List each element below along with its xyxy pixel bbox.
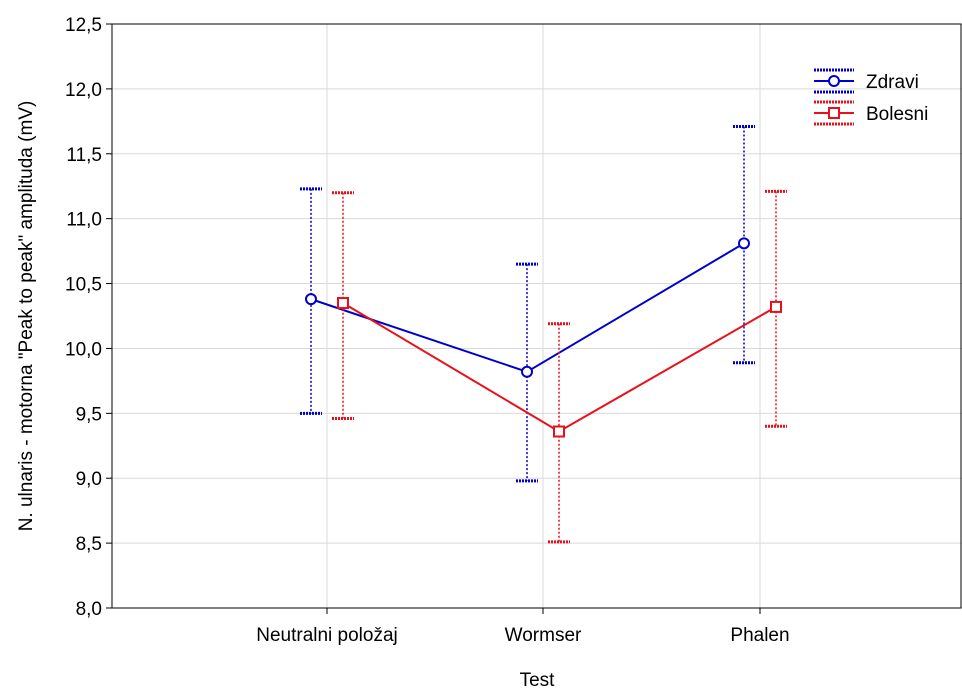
y-axis: 8,0 8,5 9,0 9,5 10,0 10,5 11,0 11,5 12,0 12,5 bbox=[65, 15, 112, 620]
y-axis-title: N. ulnaris - motorna "Peak to peak" ampl… bbox=[16, 101, 37, 532]
y-tick-label: 8,5 bbox=[76, 534, 102, 555]
x-tick-label: Wormser bbox=[505, 625, 582, 646]
y-tick-label: 12,0 bbox=[65, 80, 102, 101]
legend-item-bolesni: Bolesni bbox=[814, 100, 928, 126]
y-tick-label: 10,0 bbox=[65, 339, 102, 360]
y-tick-label: 12,5 bbox=[65, 15, 102, 36]
legend-label: Zdravi bbox=[866, 72, 919, 93]
data-point bbox=[770, 300, 782, 313]
y-tick-label: 11,5 bbox=[66, 145, 102, 166]
x-tick-label: Phalen bbox=[730, 625, 789, 646]
series-layer bbox=[300, 125, 787, 544]
y-tick-label: 11,0 bbox=[66, 210, 102, 231]
y-tick-label: 8,0 bbox=[76, 599, 102, 620]
x-tick-label: Neutralni položaj bbox=[256, 625, 398, 646]
series-bolesni bbox=[332, 189, 787, 544]
data-point bbox=[305, 293, 317, 306]
legend-marker bbox=[828, 107, 840, 119]
data-point bbox=[553, 425, 565, 438]
x-axis: Neutralni položaj Wormser Phalen bbox=[256, 608, 790, 646]
data-point bbox=[337, 297, 349, 310]
y-tick-label: 9,0 bbox=[76, 469, 102, 490]
legend-item-zdravi: Zdravi bbox=[814, 68, 919, 94]
y-tick-label: 10,5 bbox=[65, 275, 102, 296]
y-tick-label: 9,5 bbox=[76, 404, 102, 425]
legend-label: Bolesni bbox=[866, 104, 928, 125]
x-axis-title: Test bbox=[520, 670, 556, 688]
plot-frame bbox=[111, 23, 962, 609]
data-point bbox=[521, 365, 533, 378]
legend-marker bbox=[828, 75, 840, 87]
data-point bbox=[738, 237, 750, 250]
series-zdravi bbox=[300, 125, 755, 483]
legend: Zdravi Bolesni bbox=[814, 68, 928, 126]
